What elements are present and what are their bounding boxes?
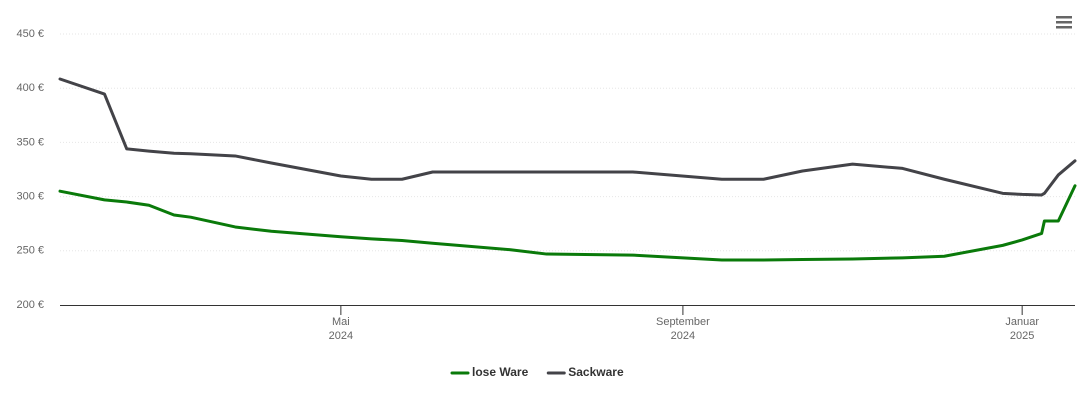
y-tick-label: 200 € bbox=[16, 299, 44, 311]
legend-label: lose Ware bbox=[472, 365, 529, 379]
x-tick-label: Januar bbox=[1005, 316, 1039, 328]
legend-label: Sackware bbox=[568, 365, 624, 379]
legend-item[interactable]: lose Ware bbox=[450, 365, 529, 379]
x-tick-label: Mai bbox=[332, 316, 350, 328]
x-tick-sublabel: 2024 bbox=[329, 330, 353, 342]
x-tick-label: September bbox=[656, 316, 710, 328]
menu-bar bbox=[1056, 26, 1072, 29]
series-line bbox=[58, 184, 1077, 262]
legend: lose Ware Sackware bbox=[450, 365, 624, 379]
x-tick-sublabel: 2025 bbox=[1010, 330, 1034, 342]
x-tick-sublabel: 2024 bbox=[671, 330, 695, 342]
y-tick-label: 400 € bbox=[16, 82, 44, 94]
y-tick-label: 350 € bbox=[16, 136, 44, 148]
legend-item[interactable]: Sackware bbox=[546, 365, 624, 379]
menu-bar bbox=[1056, 21, 1072, 24]
series-line bbox=[58, 77, 1077, 197]
y-tick-label: 300 € bbox=[16, 191, 44, 203]
menu-bar bbox=[1056, 16, 1072, 19]
y-tick-label: 250 € bbox=[16, 245, 44, 257]
menu-icon[interactable] bbox=[1056, 16, 1072, 29]
y-tick-label: 450 € bbox=[16, 28, 44, 40]
